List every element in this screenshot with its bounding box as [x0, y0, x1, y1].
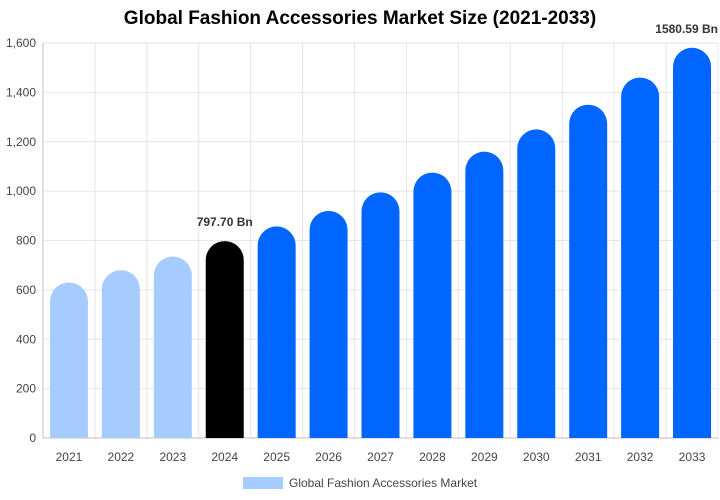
- bar-2021: [49, 282, 88, 438]
- legend: Global Fashion Accessories Market: [243, 475, 477, 491]
- bar-2031: [569, 104, 608, 438]
- y-tick-label: 1,400: [6, 85, 36, 99]
- x-tick-label: 2027: [367, 450, 394, 464]
- bar-2033: [673, 47, 712, 439]
- x-tick-label: 2024: [211, 450, 238, 464]
- x-tick-label: 2028: [419, 450, 446, 464]
- x-tick-label: 2032: [627, 450, 654, 464]
- x-tick-label: 2021: [56, 450, 83, 464]
- data-label-2033: 1580.59 Bn: [655, 22, 718, 36]
- y-tick-label: 600: [16, 283, 36, 297]
- bars: [49, 47, 712, 439]
- chart-title: Global Fashion Accessories Market Size (…: [123, 8, 597, 29]
- y-tick-label: 0: [29, 431, 36, 445]
- bar-2028: [413, 172, 452, 439]
- bar-2030: [517, 129, 556, 438]
- y-tick-label: 1,600: [6, 36, 36, 50]
- y-tick-label: 800: [16, 234, 36, 248]
- bar-2023: [153, 256, 192, 438]
- x-tick-label: 2026: [315, 450, 342, 464]
- x-tick-label: 2030: [523, 450, 550, 464]
- labels: 2021 2022 2023 2024 2025 2026 2027 2028 2029 2030…: [56, 22, 718, 464]
- bar-2027: [361, 192, 400, 438]
- bar-2032: [621, 77, 660, 438]
- x-tick-label: 2025: [263, 450, 290, 464]
- bar-2022: [101, 270, 140, 438]
- x-tick-label: 2031: [575, 450, 602, 464]
- y-tick-label: 1,200: [6, 135, 36, 149]
- x-tick-label: 2022: [108, 450, 135, 464]
- bar-2024: [205, 241, 244, 438]
- y-tick-label: 400: [16, 332, 36, 346]
- data-label-2024: 797.70 Bn: [197, 215, 253, 229]
- x-tick-label: 2033: [679, 450, 706, 464]
- legend-label: Global Fashion Accessories Market: [289, 476, 478, 490]
- bar-2025: [257, 226, 296, 438]
- y-tick-label: 200: [16, 382, 36, 396]
- bar-2026: [309, 210, 348, 438]
- legend-swatch: [243, 477, 283, 489]
- y-tick-label: 1,000: [6, 184, 36, 198]
- x-tick-label: 2029: [471, 450, 498, 464]
- bar-2029: [465, 151, 504, 438]
- x-tick-label: 2023: [159, 450, 186, 464]
